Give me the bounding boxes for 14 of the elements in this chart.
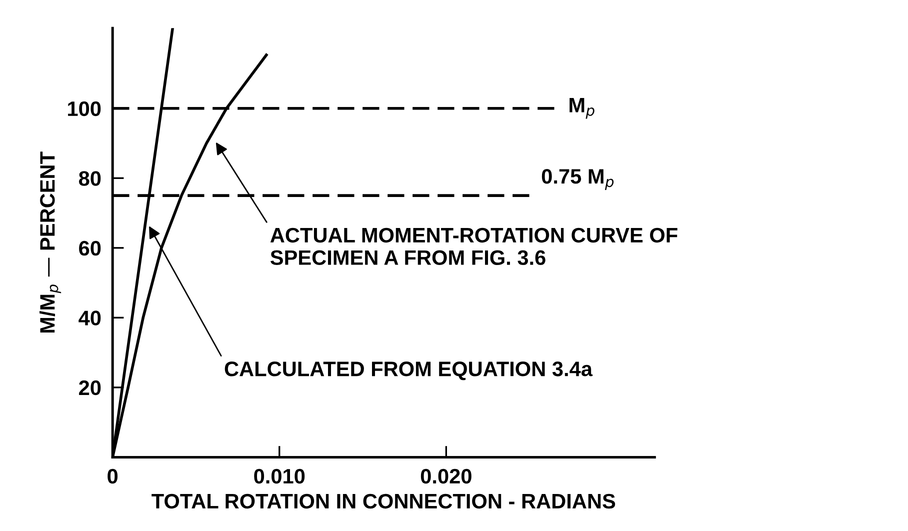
annotation: ACTUAL MOMENT-ROTATION CURVE OF SPECIMEN A FROM FIG. 3.6 — [270, 228, 678, 266]
ref-line-label: 0.75 M$_{p}$ — [542, 168, 614, 190]
y-tick-label: 40 — [78, 310, 101, 326]
x-tick-label: 0.010 — [254, 468, 305, 484]
y-tick-label: 20 — [79, 380, 101, 396]
y-axis-title: M/M$_{p}$ — PERCENT — [40, 152, 62, 333]
ref-line-label: M$_{p}$ — [570, 98, 594, 119]
x-tick-label: 0.020 — [420, 468, 472, 484]
annotation: CALCULATED FROM EQUATION 3.4a — [224, 362, 593, 380]
y-tick-label: 100 — [68, 101, 101, 116]
x-tick-label: 0 — [108, 468, 118, 484]
y-tick-label: 60 — [79, 240, 101, 256]
x-axis-title: TOTAL ROTATION IN CONNECTION - RADIANS — [152, 494, 616, 509]
y-tick-label: 80 — [78, 171, 101, 186]
